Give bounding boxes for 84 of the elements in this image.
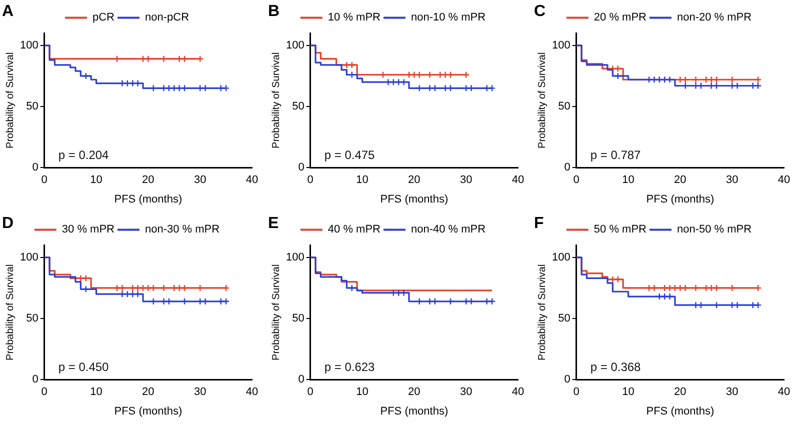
chart-title: D bbox=[2, 215, 14, 232]
y-tick-label: 50 bbox=[26, 312, 38, 325]
y-tick-label: 50 bbox=[292, 100, 304, 113]
x-axis-title: PFS (months) bbox=[380, 405, 448, 418]
y-tick-label: 50 bbox=[558, 100, 570, 113]
x-tick-label: 20 bbox=[142, 174, 154, 186]
x-tick-label: 40 bbox=[246, 386, 258, 398]
x-axis-title: PFS (months) bbox=[114, 193, 182, 206]
chart-title: F bbox=[534, 215, 544, 232]
x-tick-label: 0 bbox=[41, 174, 48, 186]
y-axis-title: Probability of Survival bbox=[536, 264, 548, 360]
legend-label: pCR bbox=[92, 12, 115, 24]
x-tick-label: 40 bbox=[512, 174, 524, 186]
annotation: p = 0.787 bbox=[590, 148, 642, 162]
x-tick-label: 20 bbox=[674, 174, 686, 186]
y-tick-label: 0 bbox=[564, 162, 570, 174]
legend-label: 50 % mPR bbox=[594, 224, 647, 236]
x-tick-label: 20 bbox=[408, 174, 420, 186]
x-tick-label: 30 bbox=[726, 174, 738, 186]
x-tick-label: 30 bbox=[194, 174, 206, 186]
y-tick-label: 50 bbox=[558, 312, 570, 325]
legend-label: non-40 % mPR bbox=[410, 224, 486, 236]
y-tick-label: 0 bbox=[298, 162, 304, 174]
x-tick-label: 0 bbox=[41, 386, 48, 398]
annotation: p = 0.204 bbox=[58, 148, 110, 162]
y-tick-label: 0 bbox=[564, 374, 570, 386]
y-axis-title: Probability of Survival bbox=[270, 264, 282, 360]
x-tick-label: 20 bbox=[674, 386, 686, 398]
annotation: p = 0.368 bbox=[590, 360, 642, 374]
y-tick-label: 50 bbox=[292, 312, 304, 325]
legend-label: non-pCR bbox=[144, 12, 190, 24]
legend-label: non-50 % mPR bbox=[676, 224, 752, 236]
x-tick-label: 10 bbox=[622, 174, 634, 186]
chart-title: C bbox=[534, 3, 546, 20]
annotation: p = 0.623 bbox=[324, 360, 376, 374]
x-axis-title: PFS (months) bbox=[380, 193, 448, 206]
legend-label: 10 % mPR bbox=[328, 12, 381, 24]
x-tick-label: 30 bbox=[194, 386, 206, 398]
x-axis-title: PFS (months) bbox=[646, 405, 714, 418]
legend-label: non-20 % mPR bbox=[676, 12, 752, 24]
x-tick-label: 10 bbox=[356, 386, 368, 398]
legend-label: non-10 % mPR bbox=[410, 12, 486, 24]
x-tick-label: 0 bbox=[307, 386, 314, 398]
legend-label: 20 % mPR bbox=[594, 12, 647, 24]
y-tick-label: 0 bbox=[298, 374, 304, 386]
y-tick-label: 0 bbox=[32, 162, 38, 174]
x-tick-label: 40 bbox=[778, 386, 790, 398]
y-tick-label: 100 bbox=[20, 251, 38, 264]
y-tick-label: 100 bbox=[286, 251, 304, 264]
x-tick-label: 20 bbox=[142, 386, 154, 398]
y-axis-title: Probability of Survival bbox=[4, 52, 16, 148]
x-tick-label: 0 bbox=[573, 386, 580, 398]
x-tick-label: 40 bbox=[246, 174, 258, 186]
x-tick-label: 0 bbox=[573, 174, 580, 186]
y-axis-title: Probability of Survival bbox=[4, 264, 16, 360]
x-axis-title: PFS (months) bbox=[646, 193, 714, 206]
y-axis-title: Probability of Survival bbox=[536, 52, 548, 148]
legend-label: 40 % mPR bbox=[328, 224, 381, 236]
y-tick-label: 0 bbox=[32, 374, 38, 386]
chart-title: B bbox=[268, 3, 280, 20]
annotation: p = 0.475 bbox=[324, 148, 376, 162]
y-tick-label: 50 bbox=[26, 100, 38, 113]
x-tick-label: 10 bbox=[90, 386, 102, 398]
legend-label: 30 % mPR bbox=[62, 224, 115, 236]
x-axis-title: PFS (months) bbox=[114, 405, 182, 418]
x-tick-label: 30 bbox=[460, 386, 472, 398]
x-tick-label: 0 bbox=[307, 174, 314, 186]
y-tick-label: 100 bbox=[286, 39, 304, 52]
y-tick-label: 100 bbox=[20, 39, 38, 52]
chart-title: E bbox=[268, 215, 279, 232]
x-tick-label: 20 bbox=[408, 386, 420, 398]
x-tick-label: 40 bbox=[778, 174, 790, 186]
x-tick-label: 10 bbox=[90, 174, 102, 186]
y-tick-label: 100 bbox=[552, 251, 570, 264]
chart-title: A bbox=[2, 3, 14, 20]
y-axis-title: Probability of Survival bbox=[270, 52, 282, 148]
x-tick-label: 30 bbox=[726, 386, 738, 398]
x-tick-label: 40 bbox=[512, 386, 524, 398]
x-tick-label: 30 bbox=[460, 174, 472, 186]
legend-label: non-30 % mPR bbox=[144, 224, 220, 236]
x-tick-label: 10 bbox=[622, 386, 634, 398]
y-tick-label: 100 bbox=[552, 39, 570, 52]
annotation: p = 0.450 bbox=[58, 360, 110, 374]
x-tick-label: 10 bbox=[356, 174, 368, 186]
